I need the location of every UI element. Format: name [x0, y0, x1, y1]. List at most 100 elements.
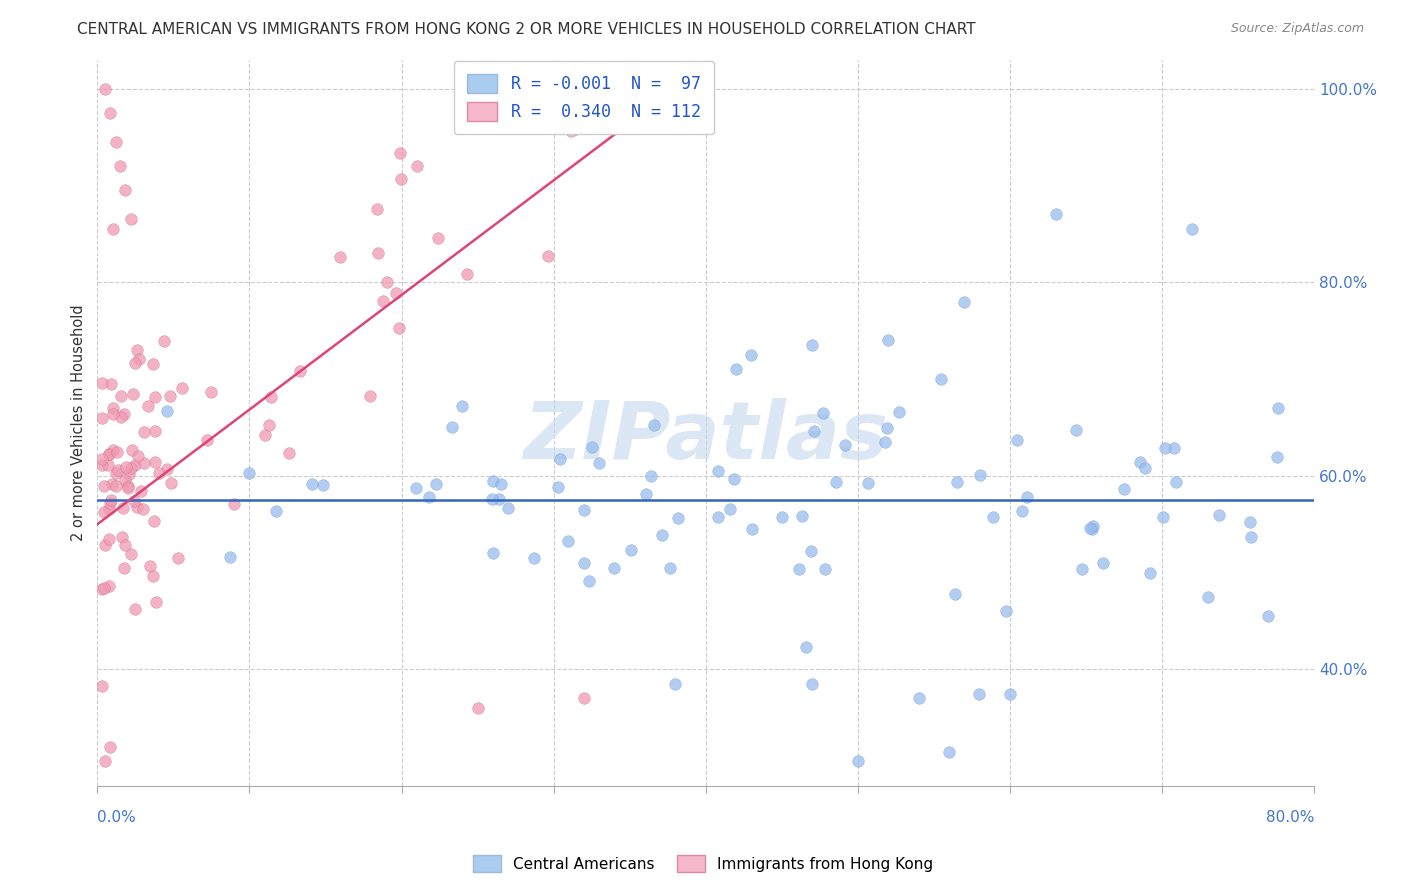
Point	[93, 581, 115, 595]
Point	[588, 81, 610, 95]
Point	[800, 544, 823, 558]
Text: 0.0%: 0.0%	[97, 810, 136, 825]
Point	[481, 491, 503, 506]
Point	[97, 578, 120, 592]
Point	[127, 343, 149, 357]
Point	[301, 477, 323, 491]
Point	[574, 503, 596, 517]
Point	[118, 467, 141, 481]
Point	[101, 222, 124, 236]
Point	[124, 356, 146, 370]
Point	[110, 409, 132, 424]
Point	[877, 334, 900, 348]
Point	[97, 458, 120, 472]
Point	[98, 533, 121, 547]
Point	[91, 458, 114, 472]
Point	[114, 183, 136, 197]
Point	[143, 424, 166, 438]
Point	[366, 202, 388, 216]
Point	[359, 389, 381, 403]
Point	[907, 691, 929, 706]
Point	[114, 473, 136, 487]
Point	[498, 500, 520, 515]
Point	[467, 701, 489, 715]
Point	[312, 478, 335, 492]
Point	[858, 475, 880, 490]
Point	[121, 443, 143, 458]
Point	[115, 459, 138, 474]
Point	[122, 386, 145, 401]
Point	[803, 424, 825, 438]
Point	[1197, 590, 1219, 604]
Point	[104, 135, 127, 149]
Point	[112, 501, 135, 516]
Point	[572, 691, 595, 706]
Point	[427, 231, 450, 245]
Point	[117, 479, 139, 493]
Point	[1208, 508, 1230, 522]
Legend: Central Americans, Immigrants from Hong Kong: Central Americans, Immigrants from Hong …	[465, 847, 941, 880]
Point	[129, 483, 152, 498]
Point	[98, 447, 121, 461]
Point	[602, 103, 624, 118]
Point	[90, 582, 112, 597]
Point	[560, 123, 582, 137]
Point	[94, 755, 117, 769]
Point	[814, 562, 837, 576]
Point	[969, 687, 991, 701]
Point	[166, 550, 188, 565]
Point	[1163, 441, 1185, 455]
Point	[122, 494, 145, 508]
Point	[124, 458, 146, 473]
Legend: R = -0.001  N =  97, R =  0.340  N = 112: R = -0.001 N = 97, R = 0.340 N = 112	[454, 61, 714, 134]
Point	[121, 461, 143, 475]
Point	[640, 468, 662, 483]
Point	[385, 285, 408, 300]
Point	[93, 505, 115, 519]
Point	[929, 372, 952, 386]
Point	[846, 755, 869, 769]
Point	[636, 486, 658, 500]
Point	[105, 466, 128, 480]
Point	[598, 88, 620, 103]
Point	[557, 534, 579, 549]
Text: ZIPatlas: ZIPatlas	[523, 398, 889, 476]
Point	[125, 500, 148, 514]
Point	[1135, 461, 1157, 475]
Point	[794, 640, 817, 654]
Point	[811, 406, 834, 420]
Point	[159, 389, 181, 403]
Point	[440, 420, 463, 434]
Point	[1267, 450, 1289, 465]
Point	[1078, 521, 1101, 535]
Point	[1139, 566, 1161, 580]
Point	[1091, 557, 1114, 571]
Point	[136, 399, 159, 413]
Point	[522, 551, 544, 566]
Point	[1064, 423, 1087, 437]
Point	[128, 351, 150, 366]
Point	[143, 514, 166, 528]
Point	[90, 410, 112, 425]
Point	[266, 504, 288, 518]
Point	[1239, 515, 1261, 529]
Point	[288, 363, 311, 377]
Point	[156, 404, 179, 418]
Point	[1070, 562, 1092, 576]
Text: 80.0%: 80.0%	[1265, 810, 1315, 825]
Point	[148, 467, 170, 481]
Point	[94, 81, 117, 95]
Point	[588, 456, 610, 470]
Point	[568, 81, 591, 95]
Point	[375, 275, 398, 289]
Point	[995, 604, 1018, 618]
Point	[456, 267, 478, 281]
Point	[723, 473, 745, 487]
Point	[120, 548, 142, 562]
Point	[97, 447, 120, 461]
Point	[367, 246, 389, 260]
Point	[1011, 504, 1033, 518]
Point	[100, 377, 122, 392]
Point	[132, 456, 155, 470]
Point	[131, 501, 153, 516]
